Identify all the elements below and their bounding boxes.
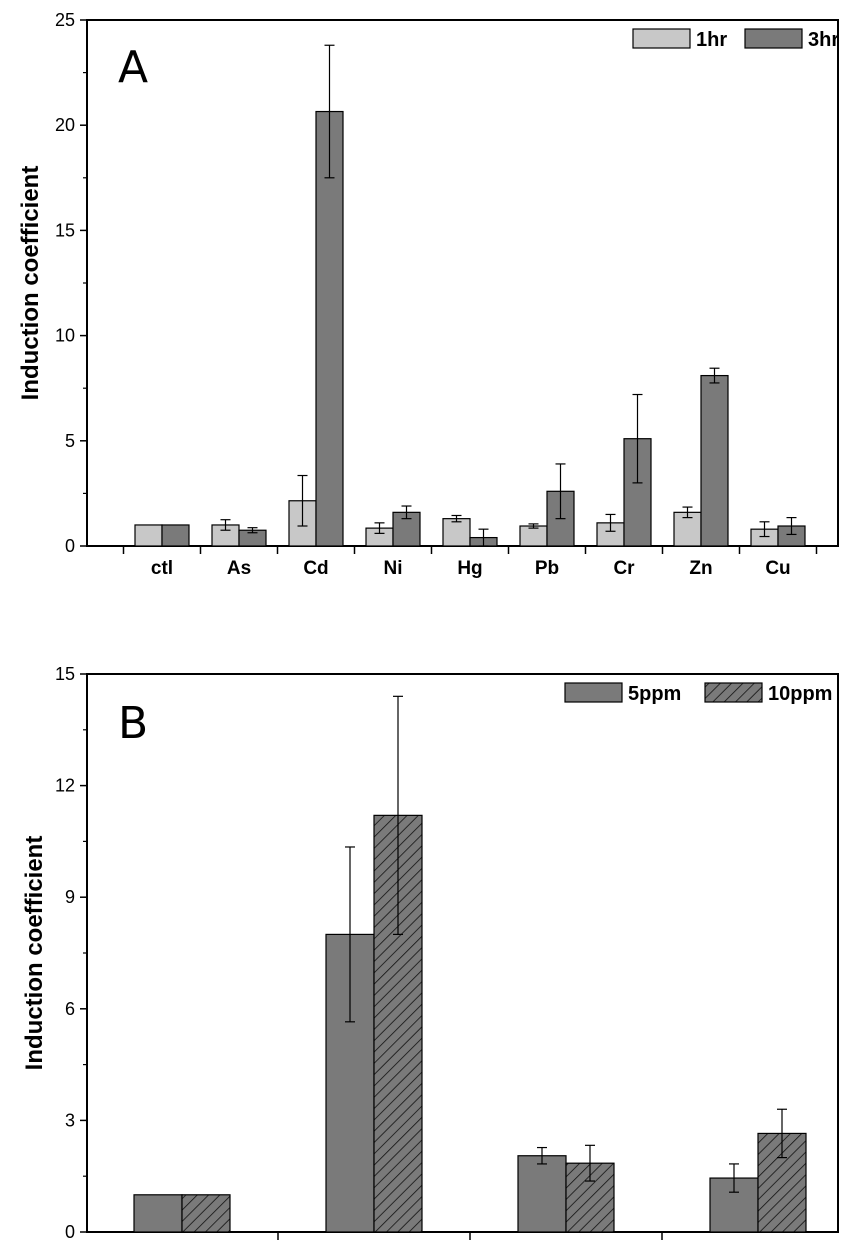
legend-swatch-3hr xyxy=(744,28,803,49)
bar-10ppm xyxy=(181,1194,231,1233)
legend-label: 10ppm xyxy=(768,683,832,705)
y-tick-label: 15 xyxy=(55,220,75,240)
x-category-label: ctl xyxy=(151,558,173,579)
y-tick-label: 10 xyxy=(55,326,75,346)
legend-label: 3hr xyxy=(808,29,839,51)
y-tick-label: 3 xyxy=(65,1110,75,1130)
legend-label: 5ppm xyxy=(628,683,681,705)
legend-swatch-5ppm xyxy=(564,682,623,703)
y-tick-label: 20 xyxy=(55,115,75,135)
bar-1hr xyxy=(519,525,548,547)
x-category-label: Zn xyxy=(689,558,712,579)
y-tick-label: 12 xyxy=(55,776,75,796)
panel-letter: B xyxy=(118,698,148,749)
x-category-label: Cr xyxy=(613,558,635,579)
x-category-label: Cu xyxy=(765,558,790,579)
y-tick-label: 0 xyxy=(65,536,75,556)
panel-letter: A xyxy=(118,42,148,93)
y-tick-label: 25 xyxy=(55,10,75,30)
legend-swatch-1hr xyxy=(632,28,691,49)
bar-3hr xyxy=(700,374,729,547)
y-axis-title: Induction coefficient xyxy=(21,836,48,1071)
y-tick-label: 0 xyxy=(65,1222,75,1241)
y-tick-label: 15 xyxy=(55,664,75,684)
bar-5ppm xyxy=(133,1194,183,1233)
x-category-label: As xyxy=(227,558,251,579)
y-tick-label: 6 xyxy=(65,999,75,1019)
chart-panel-b: 03691215ctlCdZnCr5ppm10ppmBInduction coe… xyxy=(21,664,839,1241)
chart-panel-a: 0 5 10 15 20 25 ctl As Cd Ni Hg Pb Cr Zn Cu 1hr 3hr A Indu… xyxy=(17,10,839,579)
y-tick-label: 5 xyxy=(65,431,75,451)
x-category-label: Hg xyxy=(457,558,482,579)
x-category-label: Pb xyxy=(535,558,559,579)
plot-frame xyxy=(86,673,839,1233)
x-category-label: Cd xyxy=(303,558,328,579)
bar-1hr xyxy=(134,524,163,547)
x-category-label: Ni xyxy=(384,558,403,579)
bar-3hr xyxy=(161,524,190,547)
legend-swatch-10ppm xyxy=(704,682,763,703)
bar-5ppm xyxy=(517,1155,567,1233)
legend-label: 1hr xyxy=(696,29,727,51)
bar-1hr xyxy=(442,518,471,547)
y-axis-title: Induction coefficient xyxy=(17,166,44,401)
y-tick-label: 9 xyxy=(65,887,75,907)
